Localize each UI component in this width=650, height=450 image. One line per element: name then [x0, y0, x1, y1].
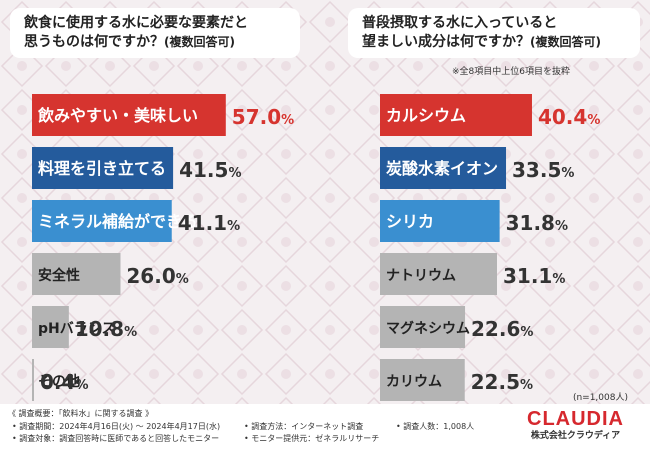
bar-label-0-3: 安全性: [38, 267, 80, 284]
bar-value-0-0: 57.0%: [232, 105, 294, 129]
bar-value-0-5: 0.4%: [40, 370, 88, 394]
bar-row-1-5: カリウム 22.5%: [380, 359, 533, 401]
left-title-line2: 思うものは何ですか？: [24, 34, 164, 50]
bar-fill-1-3: [380, 253, 497, 295]
survey-summary: 《 調査概要：「飲料水」に関する調査 》: [8, 409, 154, 418]
logo-company: 株式会社クラウディア: [530, 431, 621, 441]
bar-label-0-0: 飲みやすい・美味しい: [37, 106, 198, 125]
survey-target: • 調査対象：調査回答時に医師であると回答したモニター: [12, 434, 220, 443]
bar-1-0: [380, 94, 532, 136]
bar-0-0: [32, 94, 226, 136]
bar-row-0-0: 飲みやすい・美味しい 57.0%: [32, 94, 294, 136]
bar-fill-1-4: [380, 306, 466, 348]
bar-value-1-1: 33.5%: [512, 158, 574, 182]
bar-value-0-3: 26.0%: [126, 264, 188, 288]
bar-fill-0-5: [32, 359, 34, 401]
bar-row-1-3: ナトリウム 31.1%: [380, 253, 565, 295]
survey-method: • 調査方法：インターネット調査: [244, 422, 364, 431]
bar-fill-1-5: [380, 359, 465, 401]
left-title-suffix: (複数回答可): [164, 35, 235, 49]
bar-label-0-5: その他: [38, 373, 80, 390]
bar-label-0-2: ミネラル補給ができる: [38, 212, 198, 231]
bar-1-1: [380, 147, 507, 189]
bar-value-0-4: 10.8%: [75, 317, 137, 341]
survey-period: • 調査期間：2024年4月16日(火) ～ 2024年4月17日(水): [12, 422, 221, 431]
bar-label-1-5: カリウム: [386, 374, 442, 390]
bar-row-1-0: カルシウム 40.4%: [380, 94, 600, 136]
right-title-suffix: (複数回答可): [530, 35, 601, 49]
bar-row-1-1: 炭酸水素イオン 33.5%: [380, 147, 574, 189]
bar-value-1-2: 31.8%: [506, 211, 568, 235]
bar-0-2: [32, 200, 172, 242]
bar-label-1-2: シリカ: [386, 212, 434, 231]
bar-1-2: [380, 200, 500, 242]
bar-label-0-4: pHバランス: [38, 321, 115, 337]
bar-label-1-0: カルシウム: [386, 106, 466, 125]
survey-provider: • モニター提供元：ゼネラルリサーチ: [244, 434, 380, 443]
left-title-line1: 飲食に使用する水に必要な要素だと: [24, 15, 248, 31]
bar-value-1-0: 40.4%: [538, 105, 600, 129]
bar-value-1-4: 22.6%: [471, 317, 533, 341]
bar-fill-0-4: [32, 306, 69, 348]
bar-value-1-3: 31.1%: [503, 264, 565, 288]
right-title-line1: 普段摂取する水に入っていると: [362, 15, 558, 31]
survey-respondents: • 調査人数：1,008人: [396, 422, 475, 431]
bar-row-1-4: マグネシウム 22.6%: [380, 306, 533, 348]
right-panel-title: 普段摂取する水に入っていると 望ましい成分は何ですか？(複数回答可): [348, 8, 640, 58]
bar-row-1-2: シリカ 31.8%: [380, 200, 568, 242]
bar-label-1-3: ナトリウム: [386, 268, 456, 284]
bar-row-0-3: 安全性 26.0%: [32, 253, 189, 295]
bar-row-0-1: 料理を引き立てる 41.5%: [32, 147, 241, 189]
bar-value-1-5: 22.5%: [471, 370, 533, 394]
claudia-logo: CLAUDIA 株式会社クラウディア: [527, 408, 624, 442]
left-panel-title: 飲食に使用する水に必要な要素だと 思うものは何ですか？(複数回答可): [10, 8, 300, 58]
sample-size: (n=1,008人): [572, 393, 628, 403]
right-panel-note: ※全8項目中上位6項目を抜粋: [452, 67, 570, 77]
footer: 《 調査概要：「飲料水」に関する調査 》 • 調査期間：2024年4月16日(火…: [0, 404, 650, 450]
bar-label-0-1: 料理を引き立てる: [38, 159, 166, 178]
bar-0-1: [32, 147, 174, 189]
right-title-line2: 望ましい成分は何ですか？: [362, 34, 530, 50]
bar-label-1-1: 炭酸水素イオン: [386, 159, 498, 178]
bar-value-0-1: 41.5%: [179, 158, 241, 182]
logo-brand: CLAUDIA: [527, 408, 624, 430]
bar-fill-0-3: [32, 253, 121, 295]
bar-value-0-2: 41.1%: [178, 211, 240, 235]
bar-label-1-4: マグネシウム: [386, 320, 470, 337]
